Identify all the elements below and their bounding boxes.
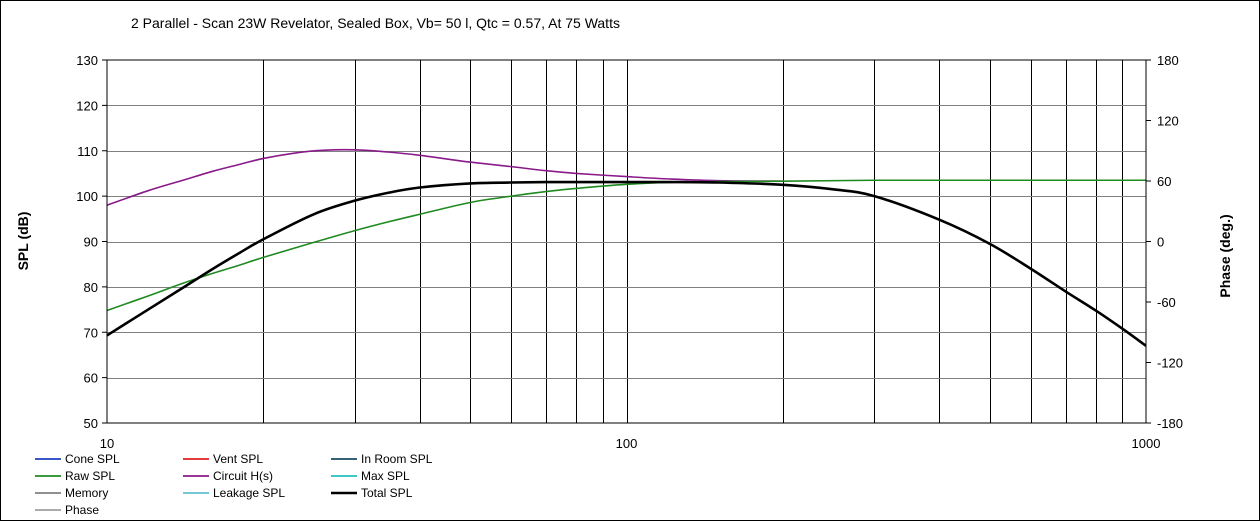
series-lines <box>106 148 1147 347</box>
y-tick-label: 60 <box>84 371 98 386</box>
legend-label: Total SPL <box>361 486 413 500</box>
y-tick-label: 130 <box>76 53 98 68</box>
legend-label: Max SPL <box>361 469 410 483</box>
y2-tick-label: 120 <box>1157 114 1179 129</box>
y2-axis-label: Phase (deg.) <box>1217 214 1233 297</box>
chart-title: 2 Parallel - Scan 23W Revelator, Sealed … <box>131 15 620 31</box>
y-axis-label: SPL (dB) <box>15 212 31 271</box>
legend-label: Memory <box>65 486 108 500</box>
y-tick-label: 110 <box>77 144 98 159</box>
series-total-spl-line <box>106 180 1147 347</box>
y2-tick-label: 60 <box>1157 174 1171 189</box>
legend-label: Circuit H(s) <box>213 469 273 483</box>
legend: Cone SPL Vent SPL In Room SPL Raw SPL Circui… <box>35 452 433 517</box>
legend-label: Raw SPL <box>65 469 115 483</box>
grid <box>107 60 1146 423</box>
y2-tick-label: -60 <box>1157 295 1176 310</box>
x-tick-label: 10 <box>100 436 114 451</box>
y2-tick-label: 180 <box>1157 53 1179 68</box>
y-tick-label: 90 <box>84 235 98 250</box>
legend-label: Vent SPL <box>213 452 263 466</box>
tick-labels: 50 60 70 80 90 100 110 120 130 -180 -120 -60 0 60 120 1… <box>76 53 1183 451</box>
legend-label: In Room SPL <box>361 452 433 466</box>
x-tick-label: 100 <box>616 436 638 451</box>
legend-label: Leakage SPL <box>213 486 285 500</box>
y-tick-label: 80 <box>84 280 98 295</box>
y2-tick-label: 0 <box>1157 235 1164 250</box>
y2-tick-label: -120 <box>1157 356 1183 371</box>
y2-tick-label: -180 <box>1157 416 1183 431</box>
y-tick-label: 50 <box>84 416 98 431</box>
legend-label: Cone SPL <box>65 452 120 466</box>
series-raw-spl-line <box>106 179 1146 312</box>
y-tick-label: 70 <box>84 325 98 340</box>
series-circuit-h-s-line <box>106 148 783 206</box>
y-tick-label: 100 <box>76 189 98 204</box>
y-tick-label: 120 <box>76 98 98 113</box>
x-tick-label: 1000 <box>1132 436 1161 451</box>
legend-label: Phase <box>65 503 99 517</box>
